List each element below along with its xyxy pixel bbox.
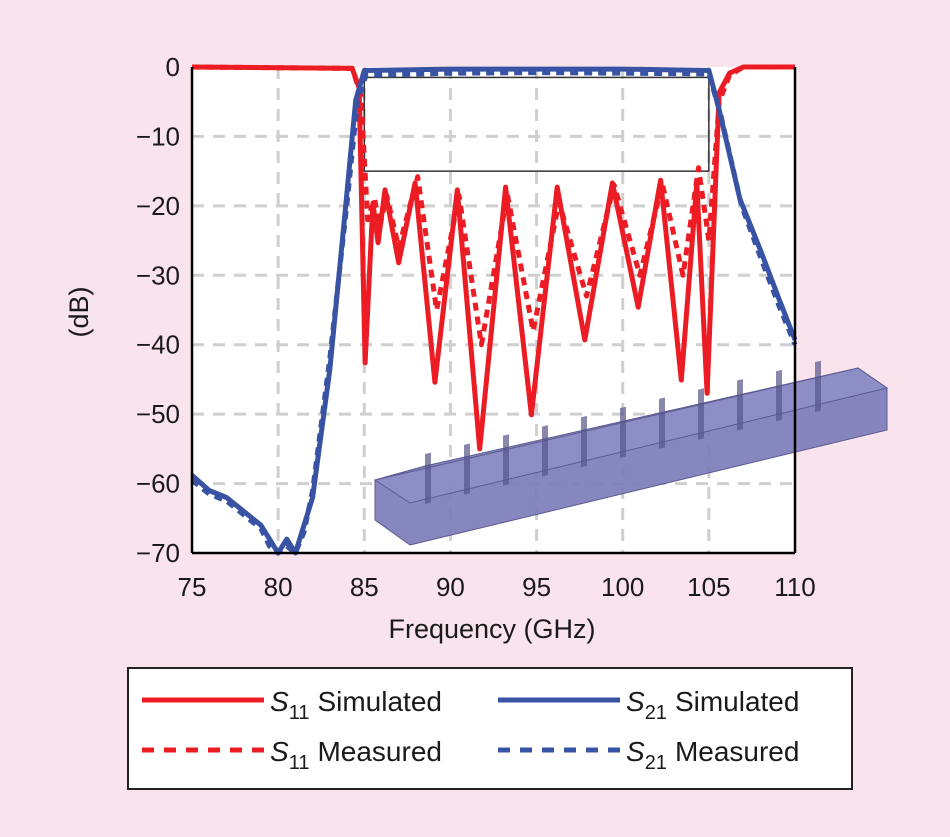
x-tick-label: 85	[350, 572, 379, 602]
waveguide-iris	[464, 443, 470, 495]
series-group	[190, 64, 798, 556]
x-tick-label: 75	[178, 572, 207, 602]
waveguide-filter-3d-model	[373, 360, 889, 546]
y-tick-label: −70	[136, 538, 180, 568]
y-tick-label: −10	[136, 121, 180, 151]
x-tick-label: 80	[264, 572, 293, 602]
x-tick-label: 105	[687, 572, 730, 602]
waveguide-iris	[776, 369, 782, 422]
series-line-s21-simulated	[190, 66, 798, 556]
y-tick-label: −60	[136, 469, 180, 499]
x-tick-label: 100	[601, 572, 644, 602]
waveguide-iris	[815, 360, 821, 413]
series-line-s11-measured	[191, 64, 795, 348]
waveguide-iris	[503, 434, 509, 486]
waveguide-iris	[581, 415, 587, 468]
x-axis-label: Frequency (GHz)	[388, 614, 595, 644]
legend-box	[127, 667, 853, 790]
legend: S11 Simulated S11 Measured S21 Simulated S21 Me…	[127, 667, 853, 790]
y-tick-label: −40	[136, 330, 180, 360]
waveguide-iris	[620, 406, 626, 459]
waveguide-iris	[737, 379, 743, 431]
tick-labels: 75 80 85 90 95 100 105 110 0 −10 −20 −30 −40 −50 −60 −7…	[136, 52, 816, 602]
series-line-s21-measured	[190, 70, 798, 556]
waveguide-iris	[659, 397, 665, 449]
y-tick-label: −30	[136, 260, 180, 290]
legend-label: S11 Simulated	[270, 686, 442, 724]
series-line-s11-simulated	[191, 64, 795, 452]
y-tick-label: −20	[136, 191, 180, 221]
legend-label: S21 Measured	[626, 736, 799, 774]
legend-label: S21 Simulated	[626, 686, 799, 724]
x-tick-label: 90	[436, 572, 465, 602]
y-axis-label: (dB)	[64, 286, 94, 337]
x-tick-label: 110	[774, 572, 815, 602]
waveguide-iris	[425, 452, 431, 505]
waveguide-iris	[698, 388, 704, 440]
legend-label: S11 Measured	[270, 736, 442, 774]
y-tick-label: −50	[136, 399, 180, 429]
waveguide-iris	[542, 425, 548, 477]
x-tick-label: 95	[522, 572, 551, 602]
y-tick-label: 0	[166, 52, 180, 82]
